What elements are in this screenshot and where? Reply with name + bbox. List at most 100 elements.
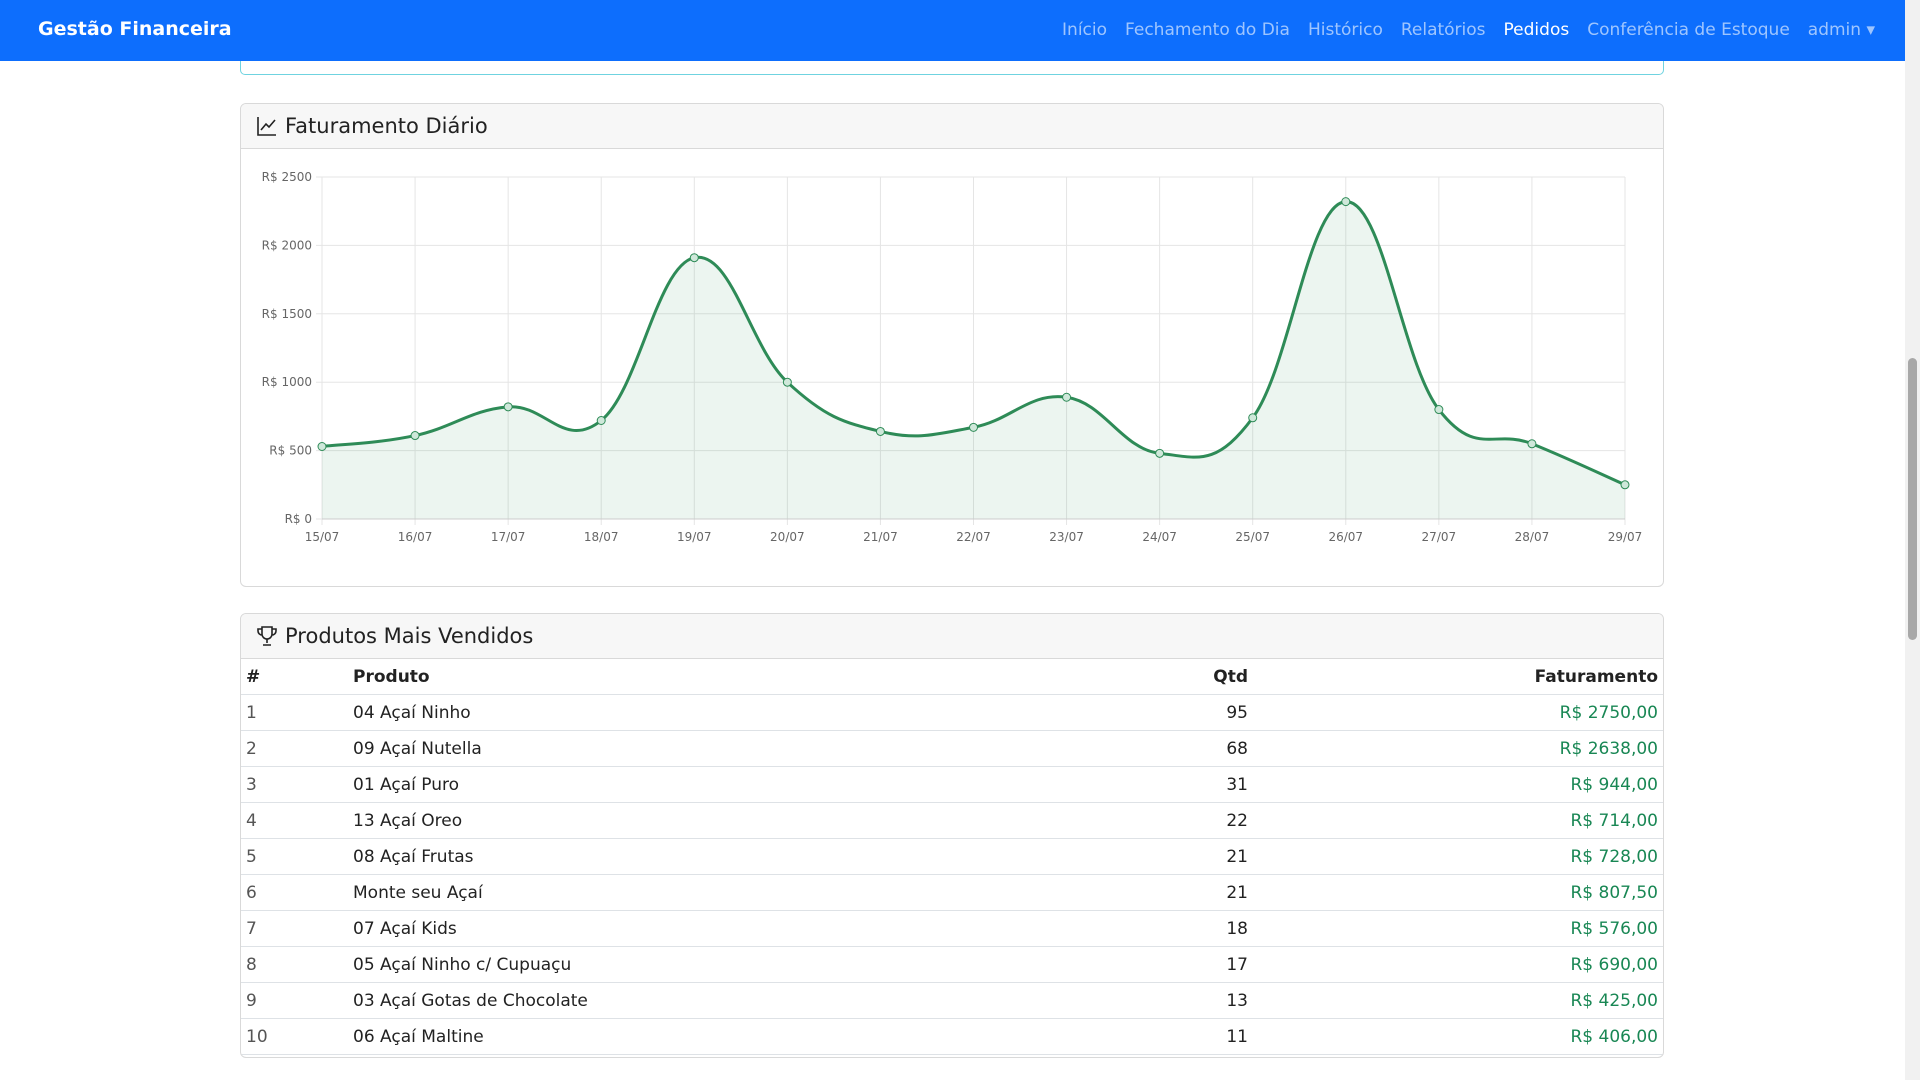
table-row: 3 01 Açaí Puro 31 R$ 944,00 <box>241 766 1663 803</box>
x-tick-label: 25/07 <box>1235 530 1270 544</box>
table-cell: R$ 2638,00 <box>1253 730 1663 767</box>
table-cell: 21 <box>1113 838 1253 875</box>
table-cell: 04 Açaí Ninho <box>348 694 1114 731</box>
table-cell: 9 <box>241 982 348 1019</box>
x-tick-label: 20/07 <box>770 530 805 544</box>
point <box>596 416 606 426</box>
nav-link[interactable]: Histórico <box>1307 20 1383 40</box>
table-cell: Monte seu Açaí <box>348 874 1114 911</box>
table-cell: 13 <box>1113 982 1253 1019</box>
card-header: Produtos Mais Vendidos <box>241 614 1663 659</box>
nav-link[interactable]: Fechamento do Dia <box>1125 20 1290 40</box>
scrollbar <box>1905 0 1920 1080</box>
y-tick-label: R$ 0 <box>285 512 312 526</box>
table-cell: R$ 690,00 <box>1253 946 1663 983</box>
user-menu[interactable]: admin ▾ <box>1807 20 1875 40</box>
table: # Produto Qtd Faturamento 1 04 Açaí Ninho 95 R$… <box>241 659 1663 1055</box>
table-cell: R$ 425,00 <box>1253 982 1663 1019</box>
table-cell: R$ 728,00 <box>1253 838 1663 875</box>
table-cell: 05 Açaí Ninho c/ Cupuaçu <box>348 946 1114 983</box>
point <box>1620 480 1630 490</box>
table-cell: 4 <box>241 802 348 839</box>
table-cell: 18 <box>1113 910 1253 947</box>
table-cell: 6 <box>241 874 348 911</box>
table-cell: 17 <box>1113 946 1253 983</box>
area <box>322 201 1625 519</box>
nav-link[interactable]: Relatórios <box>1400 20 1486 40</box>
table-cell: R$ 807,50 <box>1253 874 1663 911</box>
trophy-icon <box>257 626 277 646</box>
table-row: 5 08 Açaí Frutas 21 R$ 728,00 <box>241 838 1663 875</box>
chart-icon <box>257 117 276 136</box>
table-cell: 22 <box>1113 802 1253 839</box>
x-tick-label: 29/07 <box>1608 530 1643 544</box>
y-tick-label: R$ 2000 <box>262 238 312 252</box>
table-cell: 3 <box>241 766 348 803</box>
table-cell: 10 <box>241 1018 348 1055</box>
table-cell: R$ 944,00 <box>1253 766 1663 803</box>
column-header: Produto <box>348 659 1114 695</box>
point <box>1341 197 1351 207</box>
table-row: 6 Monte seu Açaí 21 R$ 807,50 <box>241 874 1663 911</box>
nav-link[interactable]: Início <box>1062 20 1108 40</box>
table-row: 9 03 Açaí Gotas de Chocolate 13 R$ 425,00 <box>241 982 1663 1019</box>
x-tick-label: 22/07 <box>956 530 991 544</box>
x-tick-label: 16/07 <box>398 530 433 544</box>
x-tick-label: 18/07 <box>584 530 619 544</box>
chart-title: Faturamento Diário <box>285 114 488 138</box>
table-cell: R$ 406,00 <box>1253 1018 1663 1055</box>
y-tick-label: R$ 2500 <box>262 170 312 184</box>
point <box>503 402 513 412</box>
nav-link[interactable]: Pedidos <box>1503 20 1570 40</box>
brand[interactable]: Gestão Financeira <box>38 18 232 40</box>
card-header: Faturamento Diário <box>241 104 1663 149</box>
table-row: 4 13 Açaí Oreo 22 R$ 714,00 <box>241 802 1663 839</box>
nav-links: Início Fechamento do Dia Histórico Relatóri… <box>1062 20 1875 40</box>
table-cell: 11 <box>1113 1018 1253 1055</box>
table-row: 10 06 Açaí Maltine 11 R$ 406,00 <box>241 1018 1663 1055</box>
point <box>689 253 699 263</box>
point <box>875 426 885 436</box>
table-row: 7 07 Açaí Kids 18 R$ 576,00 <box>241 910 1663 947</box>
point <box>969 422 978 432</box>
table-cell: 68 <box>1113 730 1253 767</box>
table-cell: R$ 576,00 <box>1253 910 1663 947</box>
table-cell: 8 <box>241 946 348 983</box>
point <box>1155 448 1165 458</box>
point <box>1527 439 1537 449</box>
x-tick-label: 23/07 <box>1049 530 1084 544</box>
x-tick-label: 27/07 <box>1422 530 1457 544</box>
table-cell: 03 Açaí Gotas de Chocolate <box>348 982 1114 1019</box>
x-tick-label: 24/07 <box>1142 530 1177 544</box>
chart-card: Faturamento Diário R$ 0 R$ 500 R$ 1000 R$ 1… <box>240 103 1664 587</box>
table-cell: 95 <box>1113 694 1253 731</box>
point <box>782 377 792 387</box>
table-cell: 7 <box>241 910 348 947</box>
point <box>317 441 327 451</box>
table-row: 2 09 Açaí Nutella 68 R$ 2638,00 <box>241 730 1663 767</box>
column-header: Faturamento <box>1253 659 1663 695</box>
y-tick-label: R$ 500 <box>269 444 312 458</box>
scroll-thumb[interactable] <box>1908 358 1917 640</box>
y-tick-label: R$ 1500 <box>262 307 312 321</box>
table-cell: 21 <box>1113 874 1253 911</box>
column-header: Qtd <box>1113 659 1253 695</box>
table-cell: R$ 2750,00 <box>1253 694 1663 731</box>
line <box>321 200 1626 487</box>
point <box>410 431 420 441</box>
navbar: Gestão Financeira Início Fechamento do Di… <box>0 0 1905 61</box>
brand-text[interactable]: Gestão Financeira <box>38 18 232 40</box>
table-cell: 5 <box>241 838 348 875</box>
x-tick-label: 19/07 <box>677 530 712 544</box>
table-cell: 08 Açaí Frutas <box>348 838 1114 875</box>
column-header: # <box>241 659 348 695</box>
point <box>1062 392 1072 402</box>
nav-link[interactable]: Conferência de Estoque <box>1587 20 1790 40</box>
table-cell: R$ 714,00 <box>1253 802 1663 839</box>
table-row: 1 04 Açaí Ninho 95 R$ 2750,00 <box>241 694 1663 731</box>
x-tick-label: 21/07 <box>863 530 898 544</box>
x-tick-label: 28/07 <box>1515 530 1550 544</box>
table-card: Produtos Mais Vendidos # Produto Qtd Fatura… <box>240 613 1664 1058</box>
table-row: 8 05 Açaí Ninho c/ Cupuaçu 17 R$ 690,00 <box>241 946 1663 983</box>
x-tick-label: 26/07 <box>1328 530 1363 544</box>
